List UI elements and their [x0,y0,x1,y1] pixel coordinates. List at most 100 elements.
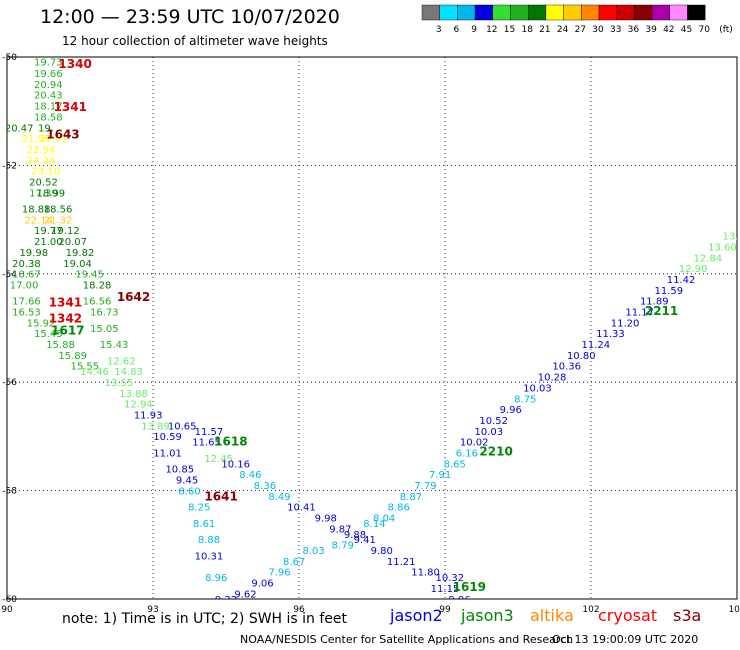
wave-height-label: 11.24 [582,340,611,351]
wave-height-label: 8.46 [239,470,261,481]
pass-time-label: 1341 [54,100,87,114]
pass-time-label: 1643 [46,127,79,141]
wave-height-label: 10.16 [221,459,250,470]
wave-height-label: 8.03 [302,546,324,557]
color-scale-label: 12 [486,25,497,35]
pass-time-label: 1342 [49,312,82,326]
wave-height-label: 9.80 [371,546,393,557]
wave-height-label: 8.04 [373,513,395,524]
wave-height-label: 11.01 [153,448,182,459]
color-scale-label: 3 [436,25,442,35]
y-tick-label: -56 [2,378,17,388]
wave-height-label: 18.28 [83,280,112,291]
wave-height-label: 19.98 [19,248,48,259]
wave-height-label: 11.15 [431,584,460,595]
wave-height-label: 8.61 [193,519,215,530]
wave-height-label: 7.81 [144,644,166,650]
wave-height-label: 17.39 [29,188,58,199]
generated-timestamp: Oct 13 19:00:09 UTC 2020 [552,633,699,646]
pass-time-label: 1641 [204,489,237,503]
page-title: 12:00 — 23:59 UTC 10/07/2020 [40,6,340,28]
wave-height-label: 21.59 [22,134,51,145]
wave-height-label: 9.06 [251,579,273,590]
x-tick-label: 105 [728,605,740,615]
wave-height-label: 19.12 [51,226,80,237]
wave-height-label: 20.47 [5,123,34,134]
wave-height-label: 19.04 [63,259,92,270]
wave-height-label: 14.46 [80,367,109,378]
y-tick-label: -60 [2,595,17,605]
wave-height-label: 18.56 [44,205,73,216]
legend-altika: altika [530,606,574,625]
y-tick-label: -54 [2,270,17,280]
wave-height-label: 19.66 [34,69,63,80]
wave-height-label: 18.17 [34,102,63,113]
wave-height-label: 19.45 [75,270,104,281]
color-swatch [687,4,706,21]
x-tick-label: 99 [439,605,451,615]
y-tick-label: -52 [2,161,17,171]
color-scale-label: 70 [698,25,710,35]
wave-height-label: 10.59 [153,432,182,443]
wave-height-label: 8.87 [400,492,422,503]
wave-height-label: 11.89 [640,297,669,308]
plot-frame [6,56,738,600]
color-scale-label: 6 [454,25,460,35]
wave-height-label: 11.20 [611,318,640,329]
wave-height-label: 9.32 [215,595,237,606]
wave-height-label: 11.57 [195,427,224,438]
wave-height-label: 15.43 [100,340,129,351]
pass-time-label: 1618 [214,435,247,449]
color-scale-label: 39 [645,25,657,35]
color-scale-label: 18 [521,25,533,35]
wave-height-label: 11.33 [596,329,625,340]
color-scale-label: 15 [504,25,515,35]
wave-height-label: 10.52 [479,416,508,427]
wave-height-label: 10.02 [460,438,489,449]
wave-height-label: 15.88 [46,340,75,351]
wave-height-label: 8.67 [283,557,305,568]
wave-height-label: 21.32 [44,215,73,226]
wave-height-label: 15.55 [71,362,100,373]
wave-height-label: 12.84 [693,253,722,264]
wave-height-label: 11.17 [625,308,654,319]
wave-height-label: 19. [38,123,54,134]
wave-height-label: 15.92 [27,318,56,329]
y-tick-label: -58 [2,487,17,497]
wave-height-label: 8.75 [514,394,536,405]
pass-time-label: 1642 [117,290,150,304]
wave-height-label: 24.34 [27,156,56,167]
wave-height-label: 8.86 [388,503,410,514]
wave-height-label: 13.89 [141,421,170,432]
x-tick-label: 90 [1,605,13,615]
color-scale-label: 30 [592,25,604,35]
wave-height-label: 15.45 [34,329,63,340]
pass-time-label: 2209 [258,599,291,613]
wave-height-label: 15.89 [58,351,87,362]
page-subtitle: 12 hour collection of altimeter wave hei… [62,34,328,48]
wave-height-label: 7.68 [161,633,183,644]
wave-height-label: 21.00 [34,237,63,248]
legend-jason3: jason3 [461,606,514,625]
wave-height-label: 12.94 [124,400,153,411]
color-scale-unit: (ft) [719,25,733,35]
pass-time-label: 1619 [453,580,486,594]
wave-height-label: 16.56 [83,297,112,308]
wave-height-label: 10.28 [538,373,567,384]
wave-height-label: 11.59 [655,286,684,297]
wave-height-label: 17.66 [12,297,41,308]
color-scale-label: 42 [663,25,674,35]
wave-height-label: 8.60 [178,486,200,497]
wave-height-label: 17.00 [10,280,39,291]
wave-height-label: 13.63 [723,232,740,243]
wave-height-label: 8.88 [198,535,220,546]
wave-height-label: 9.88 [344,530,366,541]
color-scale-legend: 3 6 9 12 15 18 21 24 27 30 33 36 39 42 45 70 (ft) [421,4,733,35]
wave-height-label: 9.96 [448,595,470,606]
x-tick-label: 93 [147,605,158,615]
wave-height-label: 10.03 [523,383,552,394]
wave-height-label: 13.55 [105,378,134,389]
wave-height-label: 8.79 [332,541,354,552]
wave-height-label: 8.65 [444,459,466,470]
pass-time-label: 1341 [49,295,82,309]
